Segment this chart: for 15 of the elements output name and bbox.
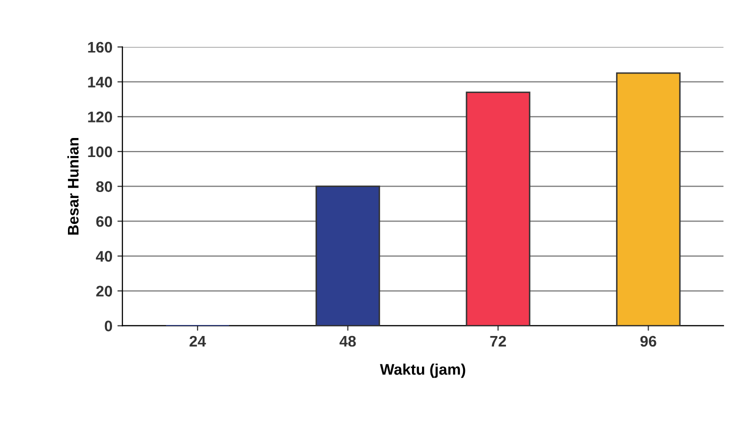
y-tick-label: 0: [104, 320, 112, 332]
x-tick-label: 24: [190, 336, 206, 347]
y-tick-label: 140: [88, 76, 112, 88]
y-tick-label: 20: [96, 286, 112, 297]
x-axis-title: Waktu (jam): [380, 364, 466, 378]
x-tick-label: 96: [640, 336, 656, 347]
y-axis-title: Besar Hunian: [67, 138, 79, 235]
y-tick-label: 40: [96, 250, 112, 262]
x-tick-label: 72: [490, 336, 506, 347]
y-tick-label: 100: [88, 146, 112, 158]
y-tick-label: 60: [96, 216, 112, 227]
y-tick-label: 120: [88, 112, 112, 122]
y-tick-label: 160: [88, 42, 112, 53]
y-tick-label: 80: [96, 181, 112, 192]
x-tick-label: 48: [340, 336, 356, 347]
